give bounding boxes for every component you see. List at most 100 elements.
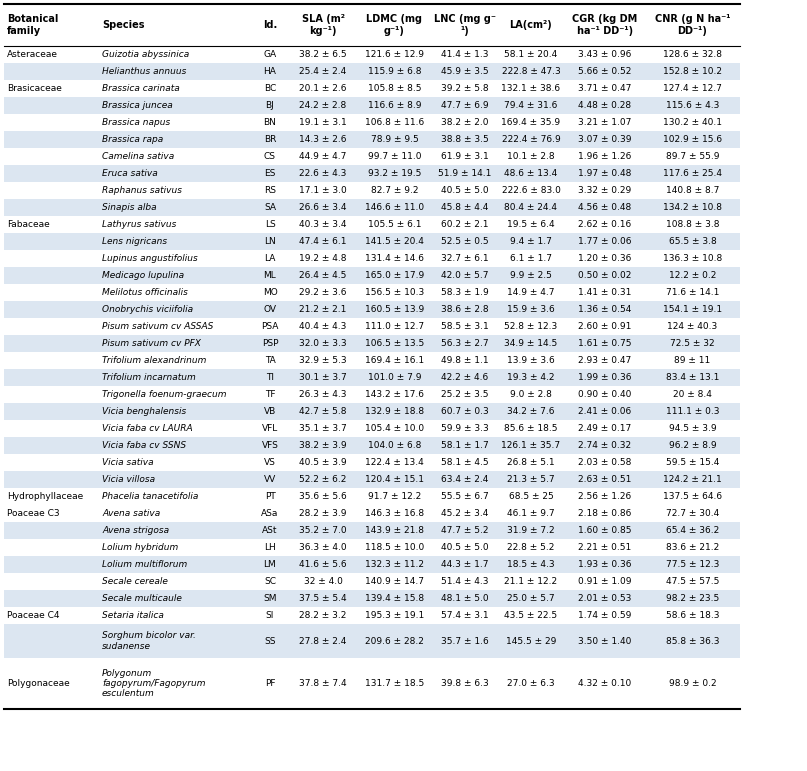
Text: Secale multicaule: Secale multicaule [102, 594, 182, 603]
Text: 42.7 ± 5.8: 42.7 ± 5.8 [299, 407, 347, 416]
Text: 26.3 ± 4.3: 26.3 ± 4.3 [299, 390, 347, 399]
Text: 4.32 ± 0.10: 4.32 ± 0.10 [579, 679, 632, 688]
Bar [4, 250, 740, 267]
Text: 45.2 ± 3.4: 45.2 ± 3.4 [441, 509, 488, 518]
Text: 130.2 ± 40.1: 130.2 ± 40.1 [663, 118, 722, 127]
Text: Raphanus sativus: Raphanus sativus [102, 186, 182, 195]
Text: LH: LH [264, 543, 276, 552]
Bar [4, 233, 740, 250]
Text: 48.1 ± 5.0: 48.1 ± 5.0 [441, 594, 488, 603]
Text: Guizotia abyssinica: Guizotia abyssinica [102, 50, 190, 59]
Text: Trifolium alexandrinum: Trifolium alexandrinum [102, 356, 207, 365]
Text: 222.8 ± 47.3: 222.8 ± 47.3 [502, 67, 560, 76]
Text: 132.3 ± 11.2: 132.3 ± 11.2 [365, 560, 424, 569]
Text: 41.4 ± 1.3: 41.4 ± 1.3 [441, 50, 488, 59]
Text: 71.6 ± 14.1: 71.6 ± 14.1 [666, 288, 719, 297]
Text: 38.6 ± 2.8: 38.6 ± 2.8 [441, 305, 488, 314]
Text: 6.1 ± 1.7: 6.1 ± 1.7 [510, 254, 552, 263]
Text: 26.6 ± 3.4: 26.6 ± 3.4 [299, 203, 347, 212]
Text: CGR (kg DM
ha⁻¹ DD⁻¹): CGR (kg DM ha⁻¹ DD⁻¹) [572, 14, 638, 36]
Text: 40.3 ± 3.4: 40.3 ± 3.4 [299, 220, 347, 229]
Text: PSA: PSA [261, 322, 278, 331]
Text: 111.1 ± 0.3: 111.1 ± 0.3 [666, 407, 719, 416]
Text: Poaceae C3: Poaceae C3 [7, 509, 60, 518]
Text: 141.5 ± 20.4: 141.5 ± 20.4 [365, 237, 424, 246]
Text: 35.7 ± 1.6: 35.7 ± 1.6 [441, 637, 488, 645]
Text: 9.4 ± 1.7: 9.4 ± 1.7 [510, 237, 552, 246]
Text: 25.2 ± 3.5: 25.2 ± 3.5 [441, 390, 488, 399]
Text: Fabaceae: Fabaceae [7, 220, 50, 229]
Text: 22.6 ± 4.3: 22.6 ± 4.3 [299, 169, 347, 178]
Text: 45.9 ± 3.5: 45.9 ± 3.5 [441, 67, 488, 76]
Text: SA: SA [264, 203, 276, 212]
Text: 30.1 ± 3.7: 30.1 ± 3.7 [299, 373, 347, 382]
Text: 111.0 ± 12.7: 111.0 ± 12.7 [365, 322, 424, 331]
Text: 59.5 ± 15.4: 59.5 ± 15.4 [666, 458, 719, 467]
Text: MO: MO [262, 288, 278, 297]
Text: 68.5 ± 25: 68.5 ± 25 [508, 492, 554, 501]
Text: 52.2 ± 6.2: 52.2 ± 6.2 [299, 475, 347, 484]
Text: 1.77 ± 0.06: 1.77 ± 0.06 [579, 237, 632, 246]
Text: 165.0 ± 17.9: 165.0 ± 17.9 [365, 271, 424, 280]
Text: 140.9 ± 14.7: 140.9 ± 14.7 [365, 577, 424, 586]
Text: 2.03 ± 0.58: 2.03 ± 0.58 [579, 458, 632, 467]
Bar [4, 522, 740, 539]
Text: 1.74 ± 0.59: 1.74 ± 0.59 [579, 611, 632, 620]
Text: 154.1 ± 19.1: 154.1 ± 19.1 [663, 305, 722, 314]
Text: 47.4 ± 6.1: 47.4 ± 6.1 [299, 237, 347, 246]
Text: Id.: Id. [263, 20, 277, 30]
Text: 101.0 ± 7.9: 101.0 ± 7.9 [368, 373, 421, 382]
Text: 32.7 ± 6.1: 32.7 ± 6.1 [441, 254, 488, 263]
Text: BC: BC [264, 84, 276, 93]
Text: PF: PF [265, 679, 275, 688]
Text: 58.1 ± 1.7: 58.1 ± 1.7 [441, 441, 488, 450]
Text: 105.4 ± 10.0: 105.4 ± 10.0 [365, 424, 424, 433]
Text: LM: LM [264, 560, 276, 569]
Bar [4, 97, 740, 114]
Text: 63.4 ± 2.4: 63.4 ± 2.4 [441, 475, 488, 484]
Text: 14.3 ± 2.6: 14.3 ± 2.6 [299, 135, 347, 144]
Text: 65.5 ± 3.8: 65.5 ± 3.8 [669, 237, 717, 246]
Text: 1.61 ± 0.75: 1.61 ± 0.75 [579, 339, 632, 348]
Text: Secale cereale: Secale cereale [102, 577, 168, 586]
Text: 115.6 ± 4.3: 115.6 ± 4.3 [666, 101, 719, 110]
Bar [4, 488, 740, 505]
Text: 128.6 ± 32.8: 128.6 ± 32.8 [663, 50, 722, 59]
Text: 222.6 ± 83.0: 222.6 ± 83.0 [502, 186, 560, 195]
Text: 99.7 ± 11.0: 99.7 ± 11.0 [368, 152, 421, 161]
Text: Species: Species [102, 20, 144, 30]
Text: 27.8 ± 2.4: 27.8 ± 2.4 [299, 637, 347, 645]
Text: 35.2 ± 7.0: 35.2 ± 7.0 [299, 526, 347, 535]
Text: 26.8 ± 5.1: 26.8 ± 5.1 [507, 458, 555, 467]
Text: 18.5 ± 4.3: 18.5 ± 4.3 [507, 560, 555, 569]
Text: BR: BR [264, 135, 276, 144]
Bar [4, 505, 740, 522]
Text: 21.3 ± 5.7: 21.3 ± 5.7 [507, 475, 555, 484]
Text: 78.9 ± 9.5: 78.9 ± 9.5 [370, 135, 418, 144]
Text: 49.8 ± 1.1: 49.8 ± 1.1 [441, 356, 488, 365]
Text: 106.5 ± 13.5: 106.5 ± 13.5 [365, 339, 424, 348]
Text: 48.6 ± 13.4: 48.6 ± 13.4 [504, 169, 558, 178]
Text: 25.4 ± 2.4: 25.4 ± 2.4 [299, 67, 347, 76]
Text: 47.5 ± 57.5: 47.5 ± 57.5 [666, 577, 719, 586]
Text: 19.5 ± 6.4: 19.5 ± 6.4 [507, 220, 555, 229]
Bar [4, 114, 740, 131]
Bar [4, 165, 740, 182]
Text: 55.5 ± 6.7: 55.5 ± 6.7 [441, 492, 488, 501]
Bar [4, 369, 740, 386]
Text: 124 ± 40.3: 124 ± 40.3 [667, 322, 717, 331]
Text: 44.3 ± 1.7: 44.3 ± 1.7 [441, 560, 488, 569]
Text: 20.1 ± 2.6: 20.1 ± 2.6 [299, 84, 347, 93]
Bar [4, 4, 740, 46]
Text: CS: CS [264, 152, 276, 161]
Text: 2.93 ± 0.47: 2.93 ± 0.47 [579, 356, 632, 365]
Text: 152.8 ± 10.2: 152.8 ± 10.2 [663, 67, 722, 76]
Text: SC: SC [264, 577, 276, 586]
Text: Vicia villosa: Vicia villosa [102, 475, 155, 484]
Text: 143.9 ± 21.8: 143.9 ± 21.8 [365, 526, 424, 535]
Text: 83.6 ± 21.2: 83.6 ± 21.2 [666, 543, 719, 552]
Text: 137.5 ± 64.6: 137.5 ± 64.6 [663, 492, 722, 501]
Text: ASt: ASt [262, 526, 278, 535]
Text: 51.9 ± 14.1: 51.9 ± 14.1 [438, 169, 491, 178]
Text: 65.4 ± 36.2: 65.4 ± 36.2 [666, 526, 719, 535]
